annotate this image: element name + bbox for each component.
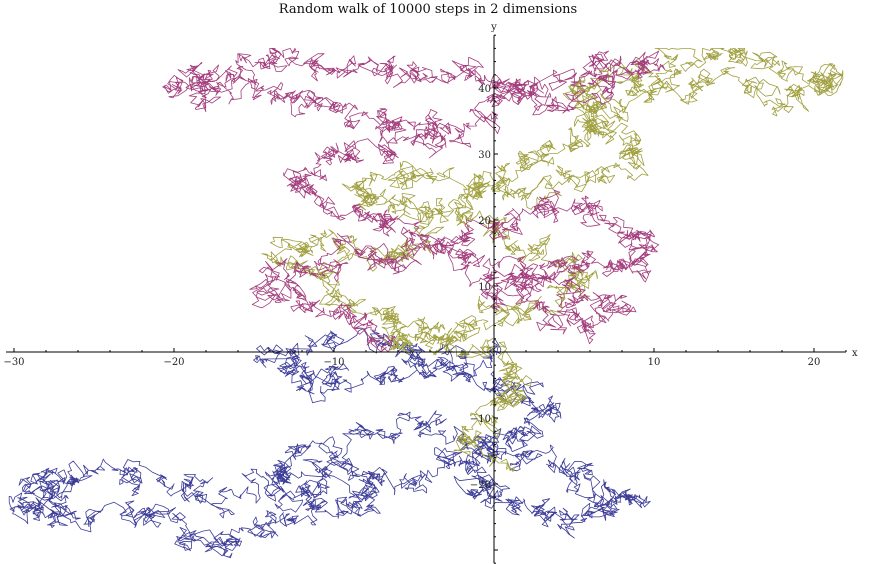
y-tick-label: 10: [478, 282, 491, 293]
y-tick-label: 20: [478, 216, 491, 227]
walk-paths: [8, 48, 844, 559]
x-axis-label: x: [852, 348, 858, 359]
y-tick-label: 30: [478, 150, 491, 161]
x-tick-label: −30: [3, 357, 24, 368]
walk-series-1: [8, 328, 651, 559]
x-tick-label: 10: [648, 357, 661, 368]
axis-ticks: −30 −20 −10 10 20 −20 −10 10 20 30 40: [3, 34, 847, 564]
y-tick-label: 40: [478, 84, 491, 95]
chart-title: Random walk of 10000 steps in 2 dimensio…: [279, 2, 577, 17]
x-tick-label: −20: [163, 357, 184, 368]
walk-series-2: [261, 48, 844, 472]
x-tick-label: −10: [323, 357, 344, 368]
x-tick-label: 20: [808, 357, 821, 368]
y-axis-label: y: [490, 22, 497, 33]
y-tick-label: −10: [470, 414, 491, 425]
walk-series-3: [162, 48, 665, 353]
y-tick-label: −20: [470, 480, 491, 491]
